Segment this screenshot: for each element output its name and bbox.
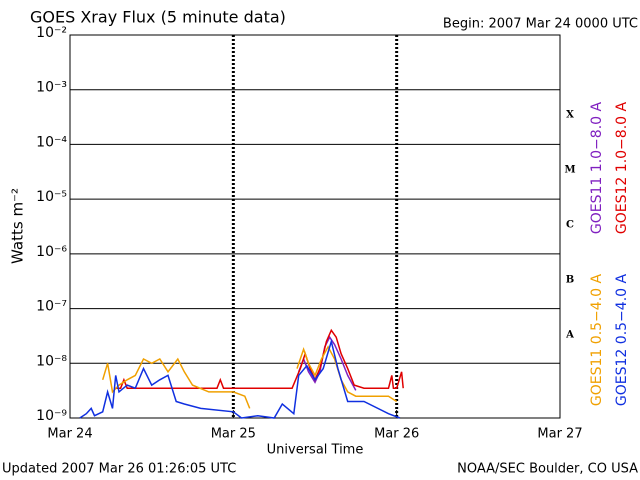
legend-entry: GOES11 0.5−4.0 A — [589, 274, 605, 407]
y-tick-label: 10⁻⁴ — [36, 134, 67, 150]
y-tick-label: 10⁻³ — [36, 80, 67, 96]
x-tick-label: Mar 24 — [47, 427, 92, 442]
y-tick-label: 10⁻⁷ — [36, 299, 67, 315]
footer-left: Updated 2007 Mar 26 01:26:05 UTC — [2, 462, 236, 477]
series-line — [101, 345, 398, 409]
legend-entry: GOES12 0.5−4.0 A — [614, 274, 630, 407]
footer-right: NOAA/SEC Boulder, CO USA — [457, 462, 638, 477]
class-label: X — [566, 110, 574, 121]
y-tick-label: 10⁻⁸ — [36, 353, 67, 369]
class-label: B — [566, 275, 574, 286]
class-label: M — [564, 165, 575, 176]
x-tick-label: Mar 27 — [537, 427, 582, 442]
x-tick-label: Mar 26 — [374, 427, 419, 442]
chart-subtitle: Begin: 2007 Mar 24 0000 UTC — [443, 17, 638, 32]
y-tick-label: 10⁻⁵ — [36, 189, 67, 205]
series-line — [79, 338, 401, 419]
class-label: A — [565, 330, 574, 341]
y-tick-label: 10⁻⁹ — [36, 408, 67, 424]
x-axis-label: Universal Time — [267, 443, 364, 458]
legend-entry: GOES12 1.0−8.0 A — [614, 102, 630, 235]
y-tick-label: 10⁻² — [36, 25, 67, 41]
legend-entry: GOES11 1.0−8.0 A — [589, 102, 605, 235]
y-axis-label: Watts m⁻² — [9, 188, 27, 264]
class-label: C — [566, 220, 574, 231]
series-line — [297, 335, 357, 391]
chart-title: GOES Xray Flux (5 minute data) — [30, 8, 286, 27]
y-tick-label: 10⁻⁶ — [36, 244, 67, 260]
x-tick-label: Mar 25 — [211, 427, 256, 442]
